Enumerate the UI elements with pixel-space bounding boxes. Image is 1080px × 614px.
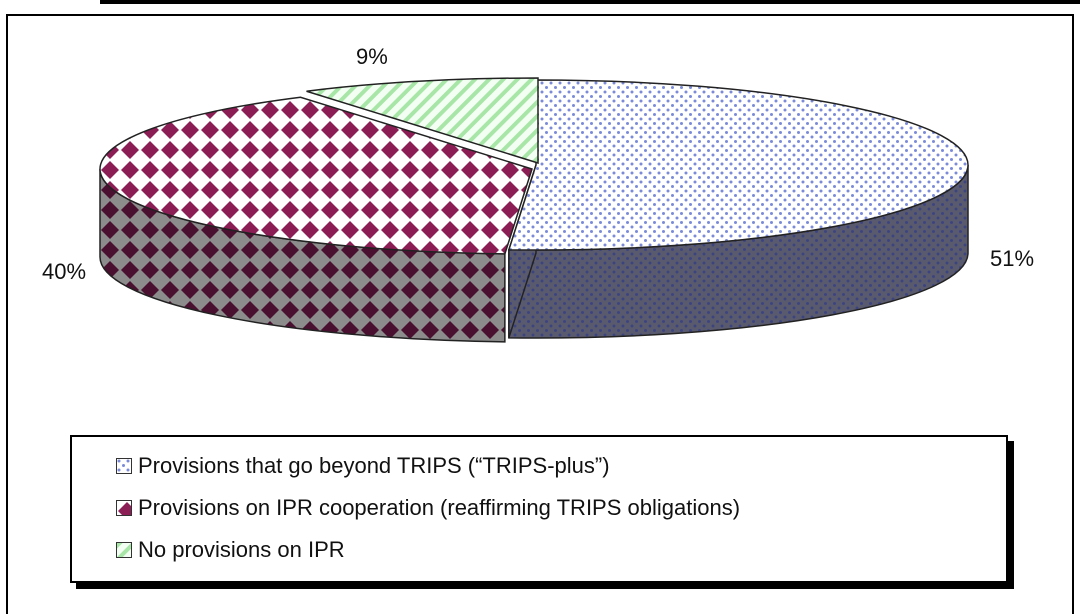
legend: Provisions that go beyond TRIPS (“TRIPS-… (70, 435, 1008, 583)
label-ipr-cooperation: 40% (42, 259, 87, 284)
legend-label: Provisions that go beyond TRIPS (“TRIPS-… (138, 453, 610, 478)
pie-slice-0 (507, 79, 969, 251)
pie-slice-1 (99, 96, 533, 255)
legend-label: No provisions on IPR (138, 537, 345, 562)
label-trips-plus: 51% (990, 246, 1035, 271)
legend-label: Provisions on IPR cooperation (reaffirmi… (138, 495, 741, 520)
label-no-provisions: 9% (356, 44, 388, 69)
legend-item-ipr-cooperation: Provisions on IPR cooperation (reaffirmi… (116, 493, 740, 523)
swatch-trips-plus (116, 458, 132, 474)
legend-item-no-provisions: No provisions on IPR (116, 535, 345, 565)
swatch-no-provisions (116, 542, 132, 558)
swatch-ipr-cooperation (116, 500, 132, 516)
legend-item-trips-plus: Provisions that go beyond TRIPS (“TRIPS-… (116, 451, 610, 481)
pie-chart (99, 77, 969, 343)
top-rule (100, 0, 1080, 4)
chart-frame (6, 14, 1074, 614)
pie-slice-2 (306, 77, 539, 165)
